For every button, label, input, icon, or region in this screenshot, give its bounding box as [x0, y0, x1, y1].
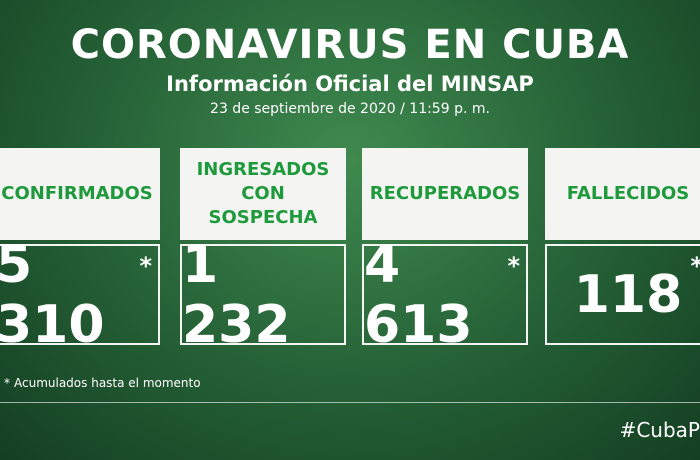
card-mark: *	[139, 252, 152, 280]
hashtag: #CubaP	[619, 418, 700, 442]
footnote-mark: *	[4, 376, 10, 390]
date: 23 de septiembre de 2020 / 11:59 p. m.	[210, 101, 490, 117]
card-value: 118	[573, 264, 683, 325]
card-body: 5 310 *	[0, 235, 160, 355]
card-header: FALLECIDOS	[545, 148, 700, 240]
subtitle: Información Oficial del MINSAP	[166, 72, 534, 96]
card-header: RECUPERADOS	[362, 148, 528, 240]
footnote: * Acumulados hasta el momento	[4, 376, 205, 390]
card-mark: *	[690, 252, 700, 280]
card-value: 5 310	[0, 234, 105, 355]
footnote-text: Acumulados hasta el momento	[14, 376, 201, 390]
card-label: INGRESADOS CON SOSPECHA	[196, 159, 330, 228]
stat-card: INGRESADOS CON SOSPECHA 1 232	[180, 148, 346, 355]
divider	[0, 402, 700, 403]
card-label: RECUPERADOS	[369, 183, 521, 204]
card-body: 1 232	[180, 235, 346, 355]
card-mark: *	[507, 252, 520, 280]
stat-card: CONFIRMADOS 5 310 *	[0, 148, 160, 355]
card-label: FALLECIDOS	[566, 183, 690, 204]
title: CORONAVIRUS EN CUBA	[70, 22, 630, 68]
card-header: CONFIRMADOS	[0, 148, 160, 240]
stat-card: RECUPERADOS 4 613 *	[362, 148, 528, 355]
card-value: 1 232	[182, 234, 291, 355]
card-header: INGRESADOS CON SOSPECHA	[180, 148, 346, 240]
card-body: 118*	[545, 244, 700, 345]
card-label: CONFIRMADOS	[1, 183, 153, 204]
card-body: 4 613 *	[362, 235, 528, 355]
card-value: 4 613	[364, 234, 473, 355]
stat-card: FALLECIDOS 118*	[545, 148, 700, 345]
